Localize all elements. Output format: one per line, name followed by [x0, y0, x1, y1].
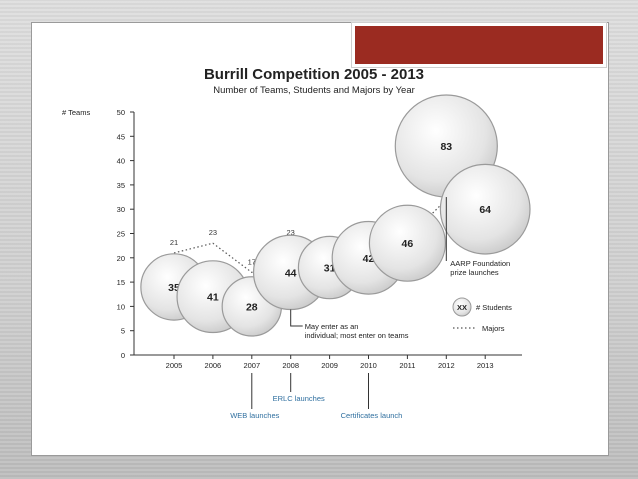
student-bubble-label: 41 [207, 292, 219, 304]
x-tick-label: 2007 [243, 361, 260, 370]
student-bubble-label: 28 [246, 301, 258, 313]
student-bubble-label: 35 [168, 282, 180, 294]
x-tick-label: 2013 [477, 361, 494, 370]
annotation-text: individual; most enter on teams [305, 331, 409, 340]
annotation-text: May enter as an [305, 322, 359, 331]
student-bubble-label: 46 [402, 238, 414, 250]
majors-data-label: 23 [209, 228, 217, 237]
y-tick-label: 15 [117, 278, 125, 287]
event-label: WEB launches [230, 411, 279, 420]
legend-bubble [452, 297, 472, 317]
y-tick-label: 10 [117, 302, 125, 311]
legend-bubble-label: XX [457, 303, 467, 312]
y-tick-label: 40 [117, 157, 125, 166]
x-tick-label: 2005 [166, 361, 183, 370]
y-ticks: 0 5 10 15 20 25 30 35 40 45 50 [117, 108, 134, 360]
chart: Burrill Competition 2005 - 2013 Number o… [62, 66, 531, 420]
event-label: Certificates launch [341, 411, 403, 420]
y-tick-label: 25 [117, 230, 125, 239]
majors-data-label: 17 [248, 257, 256, 266]
x-tick-label: 2010 [360, 361, 377, 370]
chart-subtitle: Number of Teams, Students and Majors by … [213, 85, 415, 96]
y-tick-label: 30 [117, 205, 125, 214]
legend: XX # Students Majors [452, 297, 512, 333]
student-bubble [368, 204, 446, 282]
x-tick-label: 2011 [399, 361, 415, 370]
y-tick-label: 5 [121, 327, 125, 336]
y-axis-label: # Teams [62, 108, 90, 117]
student-bubble-label: 83 [440, 141, 452, 153]
x-tick-label: 2012 [438, 361, 455, 370]
annotation-text: prize launches [450, 268, 499, 277]
x-ticks: 2005 2006 2007 2008 2009 2010 2011 2012 2013 [166, 355, 494, 370]
majors-data-label: 23 [287, 228, 295, 237]
annotation-text: AARP Foundation [450, 259, 510, 268]
legend-students-label: # Students [476, 303, 512, 312]
y-tick-label: 50 [117, 108, 125, 117]
student-bubble-label: 31 [324, 263, 336, 275]
student-bubble-label: 44 [285, 267, 297, 279]
event-label: ERLC launches [273, 394, 325, 403]
x-tick-label: 2009 [321, 361, 338, 370]
student-bubble-label: 64 [479, 204, 491, 216]
legend-majors-label: Majors [482, 324, 505, 333]
student-bubble-label: 42 [363, 253, 375, 265]
slide-canvas: Burrill Competition 2005 - 2013 Number o… [31, 22, 609, 456]
y-tick-label: 20 [117, 254, 125, 263]
majors-data-label: 21 [170, 238, 178, 247]
y-tick-label: 45 [117, 132, 125, 141]
x-tick-label: 2006 [205, 361, 222, 370]
student-bubble [439, 163, 531, 255]
students-series: 35 41 28 44 31 42 46 83 64 [140, 94, 531, 337]
majors-line [173, 184, 486, 274]
chart-title: Burrill Competition 2005 - 2013 [204, 66, 424, 83]
y-tick-label: 35 [117, 181, 125, 190]
x-tick-label: 2008 [282, 361, 299, 370]
y-tick-label: 0 [121, 351, 125, 360]
header-accent-tab [352, 23, 606, 67]
timeline-events: WEB launches ERLC launches Certificates la… [230, 373, 402, 420]
annotation-leader [290, 309, 303, 327]
